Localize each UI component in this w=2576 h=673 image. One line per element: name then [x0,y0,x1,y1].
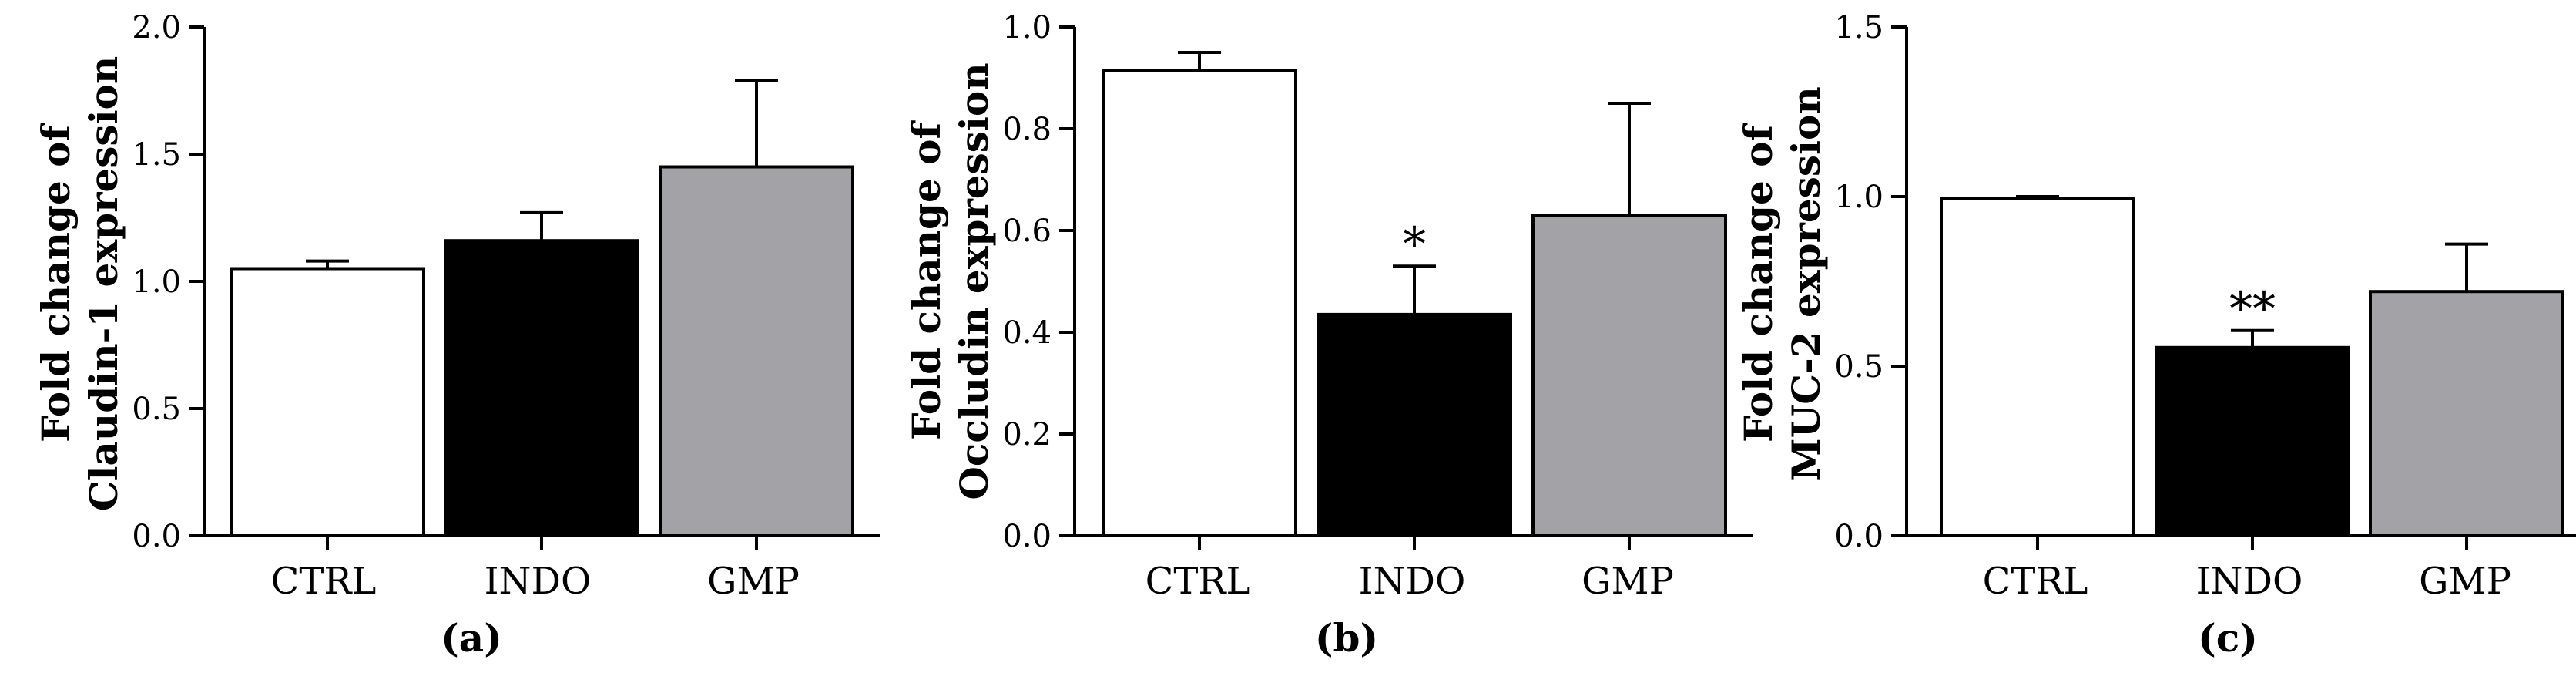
y-tick-label: 2.0 [132,10,181,45]
y-tick-label: 1.0 [1002,10,1052,45]
bar [659,165,854,537]
bar [2369,290,2564,537]
category-label: CTRL [271,560,377,603]
significance-marker: ** [2229,282,2276,336]
category-label: GMP [1581,560,1674,603]
y-axis-title: Claudin-1 expression [81,56,126,512]
y-tick-label: 0.4 [1002,315,1052,351]
y-tick-label: 1.0 [1834,180,1883,215]
y-axis-title: MUC-2 expression [1783,86,1829,480]
y-tick-label: 1.5 [1834,10,1883,45]
y-axis-title: Fold change of [33,122,79,442]
panel-label: (b) [1315,615,1378,661]
significance-marker: * [1403,217,1426,271]
category-label: INDO [1359,560,1466,603]
category-label: GMP [2419,560,2511,603]
y-axis-title: Occludin expression [951,62,997,500]
chart-panel-1: CTRL INDO GMP 0.0 0.5 1.0 1.5 2.0 Fold change of… [33,10,880,661]
category-label: CTRL [1983,560,2088,603]
y-axis-title: Fold change of [1736,122,1781,442]
panel-label: (c) [2198,615,2258,661]
bar [1317,312,1512,537]
category-label: GMP [707,560,800,603]
y-tick-label: 1.5 [132,137,181,173]
y-axis-title: Fold change of [904,119,949,440]
y-tick-label: 0.5 [1834,349,1883,385]
panel-label: (a) [441,615,502,661]
bar [1531,214,1727,537]
bar [444,239,639,537]
category-label: CTRL [1145,560,1251,603]
y-tick-label: 0.2 [1002,417,1052,453]
bar [2155,345,2350,537]
y-tick-label: 1.0 [132,264,181,300]
y-tick-label: 0.0 [1834,519,1883,554]
y-tick-label: 0.8 [1002,112,1052,147]
bar [1102,69,1297,538]
y-tick-label: 0.6 [1002,214,1052,249]
category-label: INDO [2196,560,2303,603]
y-tick-label: 0.5 [132,392,181,427]
y-tick-label: 0.0 [132,519,181,554]
bar [1940,197,2135,537]
bar [230,267,425,537]
category-label: INDO [485,560,592,603]
y-tick-label: 0.0 [1002,519,1052,554]
chart-panel-2: CTRL * INDO GMP 0.0 0.2 0.4 0.6 0.8 1.0 Fold chang… [904,10,1753,661]
chart-panel-3: CTRL ** INDO GMP 0.0 0.5 1.0 1.5 Fold change of M… [1736,10,2576,661]
